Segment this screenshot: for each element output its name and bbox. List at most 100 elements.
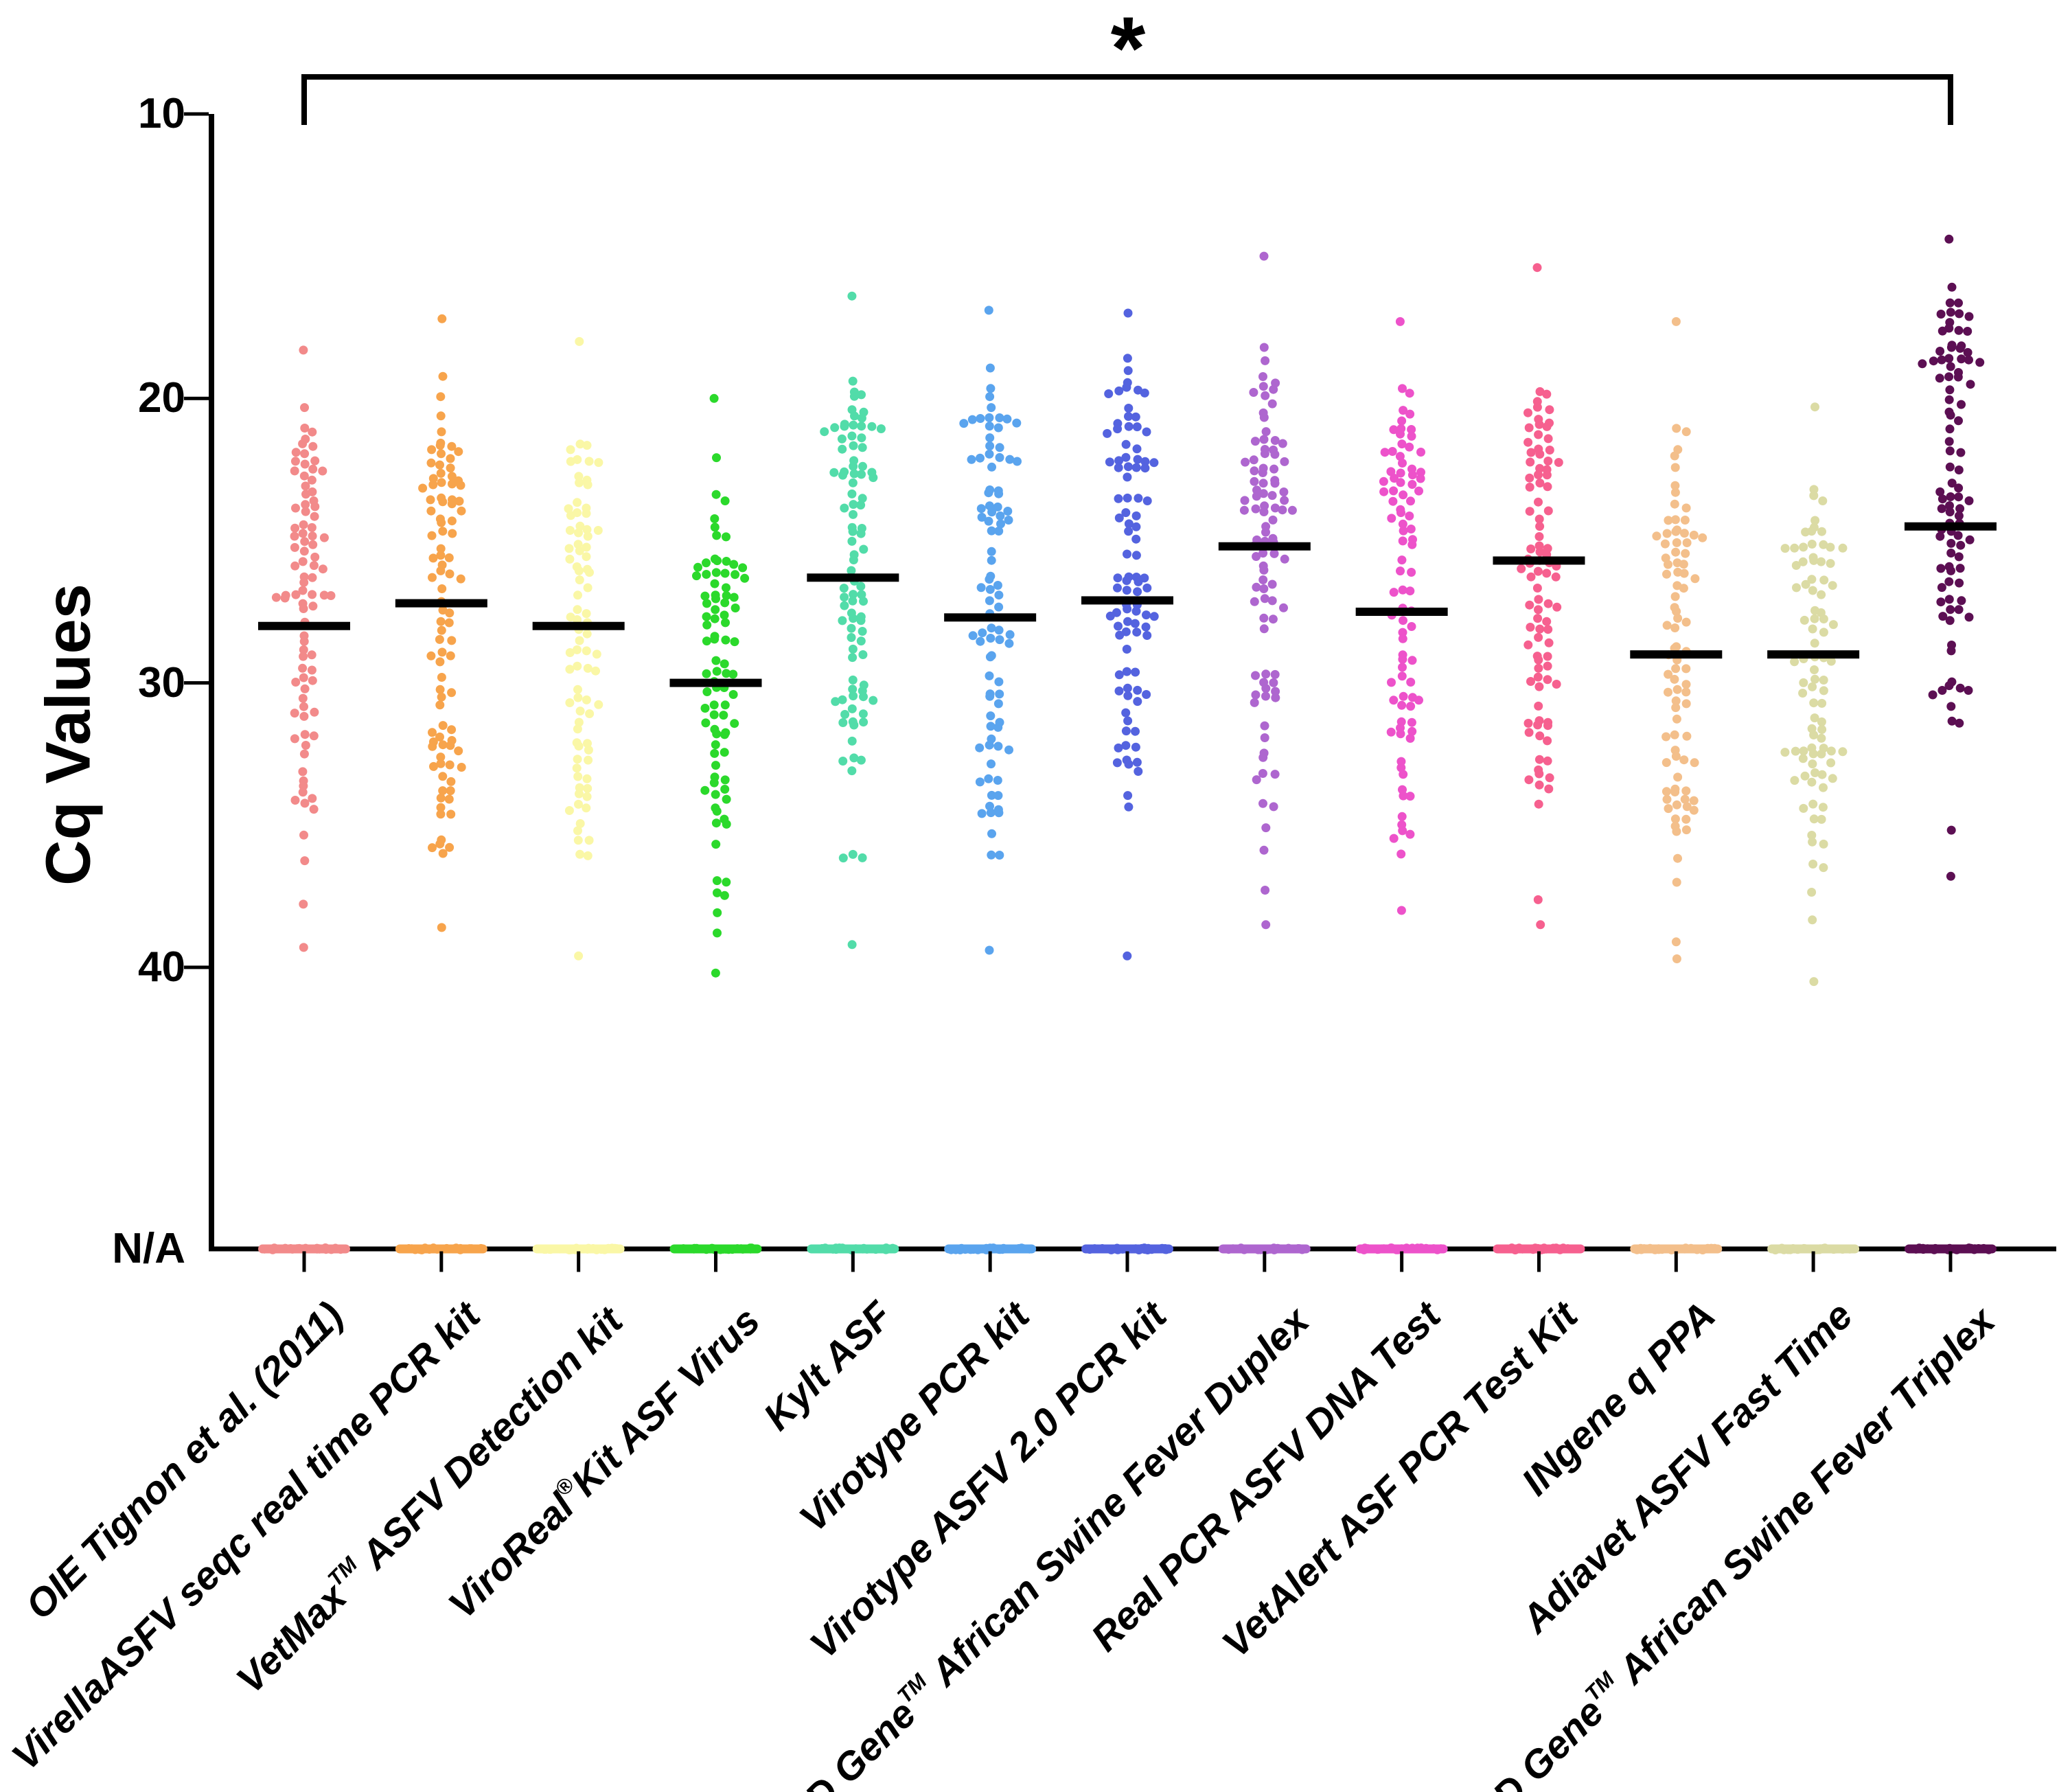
data-point [1122, 645, 1131, 654]
data-point [448, 479, 457, 489]
data-point [1261, 886, 1270, 895]
na-data-point [1801, 1244, 1810, 1254]
data-point [575, 546, 584, 555]
na-data-point [818, 1244, 827, 1254]
data-point [583, 739, 592, 748]
data-point [849, 391, 859, 401]
na-data-point [1532, 1244, 1542, 1254]
na-data-point [746, 1244, 755, 1254]
data-point [711, 656, 721, 665]
data-point [858, 627, 867, 636]
data-point [300, 537, 310, 547]
data-point [720, 700, 730, 710]
data-point [300, 856, 310, 866]
data-point [1389, 425, 1399, 435]
y-axis-line [209, 114, 214, 1252]
data-point [1270, 669, 1280, 679]
data-point [1270, 503, 1280, 513]
data-point [1946, 411, 1955, 420]
y-axis-tick-label: N/A [112, 1225, 185, 1272]
data-point [1523, 640, 1533, 650]
data-point [1121, 508, 1131, 518]
data-point [995, 851, 1004, 860]
data-point [1534, 430, 1543, 439]
data-point [850, 411, 859, 421]
data-point [722, 591, 731, 600]
data-point [994, 808, 1004, 818]
data-point [1681, 786, 1691, 796]
data-point [702, 687, 712, 696]
data-point [1131, 412, 1140, 422]
data-point [1543, 625, 1553, 634]
data-point [1005, 630, 1015, 639]
data-point [1123, 683, 1132, 693]
data-point [1953, 531, 1963, 540]
data-point [1681, 699, 1691, 709]
data-point [318, 466, 327, 476]
data-point [308, 676, 317, 685]
data-point [291, 678, 301, 687]
data-point [437, 625, 446, 635]
data-point [1133, 697, 1142, 707]
data-point [1259, 435, 1269, 444]
data-point [1944, 437, 1954, 446]
data-point [438, 849, 448, 858]
data-point [574, 951, 584, 961]
data-point [856, 755, 866, 765]
data-point [730, 719, 739, 728]
data-point [1105, 611, 1115, 621]
data-point [1270, 770, 1280, 779]
data-point [1946, 362, 1955, 371]
data-point [1672, 714, 1681, 724]
scatter-column [271, 345, 336, 952]
data-point [573, 685, 582, 694]
data-point [582, 792, 592, 801]
data-point [1543, 721, 1552, 731]
data-point [437, 692, 446, 702]
data-point [1661, 758, 1671, 768]
na-data-point [1512, 1244, 1521, 1254]
data-point [438, 786, 448, 796]
data-point [426, 458, 436, 468]
na-data-point [736, 1244, 746, 1254]
na-row-band [1904, 1243, 1997, 1254]
data-point [1517, 564, 1526, 573]
na-data-point [1929, 1245, 1939, 1254]
data-point [310, 502, 320, 512]
data-point [1142, 583, 1152, 593]
data-point [722, 819, 731, 829]
data-point [712, 453, 721, 463]
data-point [1670, 788, 1680, 796]
data-point [848, 527, 858, 536]
data-point [1251, 671, 1260, 680]
na-row-band [1767, 1243, 1860, 1254]
data-point [1810, 614, 1819, 623]
data-point [1946, 566, 1955, 575]
data-point [1405, 409, 1415, 419]
data-point [1534, 769, 1544, 779]
data-point [1261, 669, 1271, 679]
data-point [720, 568, 730, 578]
data-point [1808, 860, 1818, 869]
data-point [1149, 458, 1159, 468]
data-point [993, 722, 1003, 732]
data-point [446, 454, 455, 463]
data-point [1142, 610, 1151, 620]
data-point [702, 570, 711, 579]
data-point [1534, 497, 1543, 507]
data-point [565, 648, 575, 657]
na-data-point [476, 1243, 486, 1253]
data-point [1005, 455, 1015, 464]
na-data-point [1918, 1244, 1928, 1254]
data-point [985, 413, 994, 422]
data-point [1826, 559, 1835, 568]
data-point [1123, 617, 1132, 626]
data-point [975, 743, 985, 753]
data-point [993, 581, 1002, 590]
data-point [1416, 468, 1425, 477]
data-point [1252, 552, 1261, 561]
data-point [1818, 496, 1828, 505]
data-point [712, 807, 722, 816]
data-point [1133, 587, 1142, 597]
